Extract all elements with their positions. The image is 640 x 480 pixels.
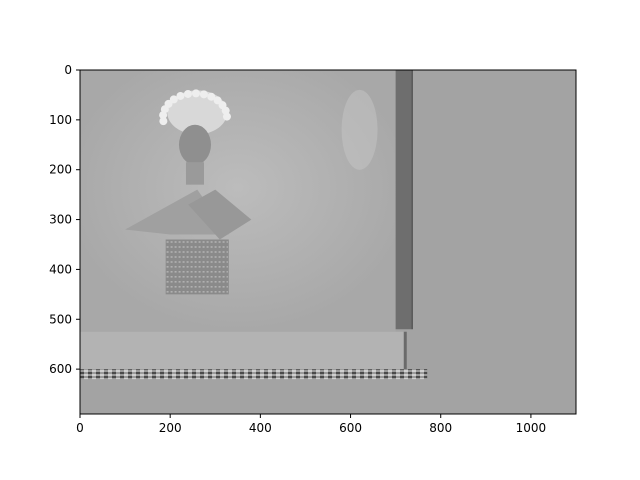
y-tick-label: 400 (49, 262, 72, 276)
photo-area (80, 70, 396, 332)
y-tick-label: 600 (49, 362, 72, 376)
striped-bottom-band (80, 369, 428, 380)
axes-frame (79, 69, 577, 415)
y-tick-label: 500 (49, 312, 72, 326)
image-content (80, 70, 428, 380)
x-tick-label: 400 (249, 421, 272, 435)
y-tick-label: 100 (49, 113, 72, 127)
x-axis: 0 200 400 600 800 1000 (76, 414, 546, 435)
y-tick-label: 200 (49, 163, 72, 177)
y-axis: 0 100 200 300 400 500 600 (49, 63, 80, 376)
dark-vertical-band (395, 70, 412, 330)
light-lower-strip (80, 331, 405, 370)
x-tick-label: 800 (429, 421, 452, 435)
x-tick-label: 600 (339, 421, 362, 435)
grayscale-photo-of-dancer-icon (125, 70, 413, 370)
y-tick-label: 0 (64, 63, 72, 77)
x-tick-label: 0 (76, 421, 84, 435)
x-tick-label: 1000 (516, 421, 547, 435)
x-tick-label: 200 (159, 421, 182, 435)
y-tick-label: 300 (49, 213, 72, 227)
